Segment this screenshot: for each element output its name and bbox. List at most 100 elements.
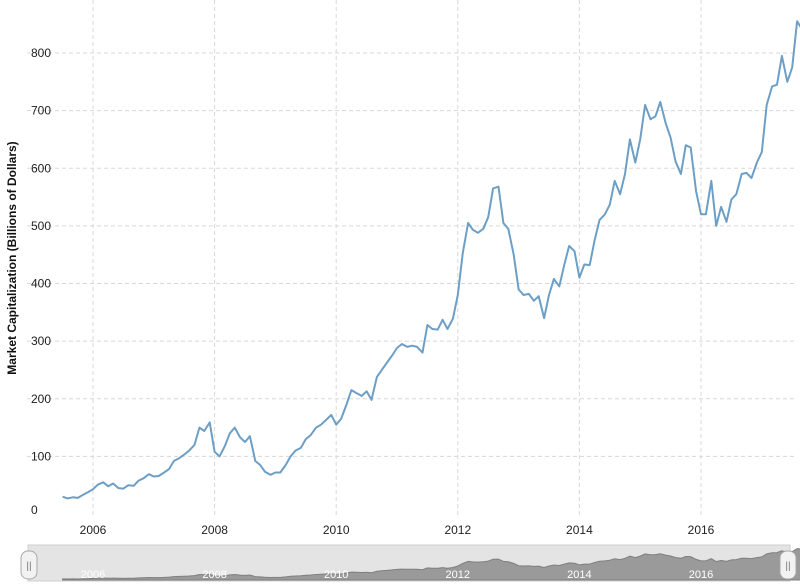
data-point[interactable] — [156, 473, 162, 479]
data-point[interactable] — [551, 276, 557, 282]
data-point[interactable] — [429, 326, 435, 332]
data-point[interactable] — [120, 486, 126, 492]
data-point[interactable] — [592, 237, 598, 243]
data-point[interactable] — [283, 462, 289, 468]
data-point[interactable] — [708, 178, 714, 184]
data-point[interactable] — [480, 226, 486, 232]
data-point[interactable] — [90, 486, 96, 492]
data-point[interactable] — [576, 275, 582, 281]
data-point[interactable] — [748, 175, 754, 181]
data-point[interactable] — [561, 262, 567, 268]
data-point[interactable] — [323, 417, 329, 423]
data-point[interactable] — [444, 326, 450, 332]
data-point[interactable] — [414, 344, 420, 350]
data-point[interactable] — [131, 483, 137, 489]
data-point[interactable] — [368, 397, 374, 403]
data-point[interactable] — [374, 374, 380, 380]
data-point[interactable] — [242, 439, 248, 445]
data-point[interactable] — [520, 292, 526, 298]
data-point[interactable] — [754, 159, 760, 165]
data-point[interactable] — [125, 482, 131, 488]
data-point[interactable] — [288, 453, 294, 459]
data-point[interactable] — [536, 293, 542, 299]
data-point[interactable] — [338, 416, 344, 422]
data-point[interactable] — [587, 262, 593, 268]
data-point[interactable] — [440, 317, 446, 323]
data-point[interactable] — [779, 53, 785, 59]
data-point[interactable] — [460, 251, 466, 257]
data-point[interactable] — [364, 388, 370, 394]
data-point[interactable] — [95, 482, 101, 488]
data-point[interactable] — [541, 315, 547, 321]
data-point[interactable] — [703, 211, 709, 217]
data-point[interactable] — [140, 475, 146, 481]
data-point[interactable] — [257, 462, 263, 468]
data-point[interactable] — [308, 432, 314, 438]
data-point[interactable] — [465, 220, 471, 226]
navigator-handle-left[interactable]: || — [20, 550, 38, 580]
data-point[interactable] — [672, 158, 678, 164]
data-point[interactable] — [353, 390, 359, 396]
data-point[interactable] — [789, 64, 795, 70]
data-point[interactable] — [420, 350, 426, 356]
data-point[interactable] — [298, 445, 304, 451]
data-point[interactable] — [744, 170, 750, 176]
data-point[interactable] — [724, 219, 730, 225]
data-point[interactable] — [668, 135, 674, 141]
data-point[interactable] — [166, 466, 172, 472]
data-point[interactable] — [496, 184, 502, 190]
data-point[interactable] — [201, 428, 207, 434]
data-point[interactable] — [794, 18, 800, 24]
data-point[interactable] — [688, 145, 694, 151]
data-point[interactable] — [399, 341, 405, 347]
data-point[interactable] — [80, 492, 86, 498]
data-point[interactable] — [161, 470, 167, 476]
data-point[interactable] — [359, 393, 365, 399]
data-point[interactable] — [784, 79, 790, 85]
data-point[interactable] — [232, 425, 238, 431]
data-point[interactable] — [485, 214, 491, 220]
data-point[interactable] — [227, 430, 233, 436]
data-point[interactable] — [622, 171, 628, 177]
data-point[interactable] — [247, 433, 253, 439]
data-point[interactable] — [333, 422, 339, 428]
data-point[interactable] — [759, 149, 765, 155]
data-point[interactable] — [344, 402, 350, 408]
data-point[interactable] — [663, 120, 669, 126]
data-point[interactable] — [186, 448, 192, 454]
data-point[interactable] — [171, 458, 177, 464]
data-point[interactable] — [678, 171, 684, 177]
data-point[interactable] — [192, 442, 198, 448]
data-point[interactable] — [511, 252, 517, 258]
data-point[interactable] — [602, 211, 608, 217]
data-point[interactable] — [384, 360, 390, 366]
data-point[interactable] — [652, 113, 658, 119]
data-point[interactable] — [303, 436, 309, 442]
data-point[interactable] — [627, 136, 633, 142]
data-point[interactable] — [222, 443, 228, 449]
data-point[interactable] — [572, 248, 578, 254]
data-point[interactable] — [607, 202, 613, 208]
data-point[interactable] — [693, 188, 699, 194]
data-point[interactable] — [546, 292, 552, 298]
data-point[interactable] — [764, 102, 770, 108]
data-point[interactable] — [657, 99, 663, 105]
data-point[interactable] — [566, 243, 572, 249]
data-point[interactable] — [450, 316, 456, 322]
data-point[interactable] — [207, 419, 213, 425]
data-point[interactable] — [596, 217, 602, 223]
data-point[interactable] — [728, 196, 734, 202]
data-point[interactable] — [733, 191, 739, 197]
data-point[interactable] — [237, 434, 243, 440]
data-point[interactable] — [505, 226, 511, 232]
data-point[interactable] — [435, 327, 441, 333]
data-point[interactable] — [292, 448, 298, 454]
data-point[interactable] — [617, 191, 623, 197]
data-point[interactable] — [581, 261, 587, 267]
data-point[interactable] — [424, 322, 430, 328]
data-point[interactable] — [526, 291, 532, 297]
data-point[interactable] — [64, 495, 70, 501]
data-point[interactable] — [516, 286, 522, 292]
data-point[interactable] — [216, 453, 222, 459]
data-point[interactable] — [252, 458, 258, 464]
